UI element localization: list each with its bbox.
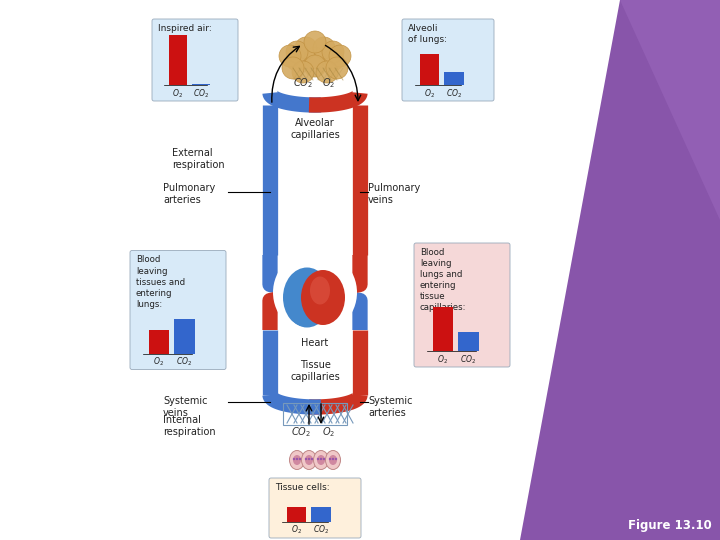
Circle shape (286, 41, 308, 63)
Text: $O_2$: $O_2$ (153, 355, 164, 368)
Ellipse shape (305, 455, 313, 465)
Text: Systemic
veins: Systemic veins (163, 396, 207, 417)
Circle shape (322, 49, 344, 71)
Text: Alveolar
capillaries: Alveolar capillaries (290, 118, 340, 140)
Text: External
respiration: External respiration (172, 148, 225, 170)
Text: Systemic
arteries: Systemic arteries (368, 396, 413, 417)
Circle shape (313, 37, 335, 59)
Circle shape (293, 458, 295, 460)
Bar (148, 329, 168, 354)
Circle shape (292, 61, 314, 83)
Circle shape (326, 57, 348, 79)
FancyBboxPatch shape (130, 251, 226, 369)
Bar (283, 403, 347, 425)
Text: $CO_2$: $CO_2$ (176, 355, 192, 368)
Bar (287, 507, 306, 522)
Bar (444, 72, 464, 85)
Text: $O_2$: $O_2$ (437, 353, 448, 366)
Circle shape (273, 251, 357, 334)
Text: $CO_2$: $CO_2$ (446, 87, 462, 99)
Ellipse shape (325, 450, 341, 469)
Circle shape (322, 41, 344, 63)
Text: $O_2$: $O_2$ (291, 524, 302, 537)
Text: $O_2$: $O_2$ (323, 425, 336, 439)
Text: Blood
leaving
lungs and
entering
tissue
capillaries:: Blood leaving lungs and entering tissue … (420, 248, 467, 313)
Ellipse shape (289, 450, 305, 469)
Circle shape (304, 31, 326, 53)
Circle shape (286, 49, 308, 71)
Ellipse shape (317, 455, 325, 465)
Circle shape (323, 458, 325, 460)
Circle shape (335, 458, 337, 460)
Circle shape (305, 458, 307, 460)
Text: Tissue cells:: Tissue cells: (275, 483, 330, 492)
Ellipse shape (302, 450, 317, 469)
Circle shape (329, 458, 331, 460)
Circle shape (316, 61, 338, 83)
Bar (433, 307, 453, 351)
Circle shape (332, 458, 334, 460)
Text: $CO_2$: $CO_2$ (193, 87, 209, 99)
Circle shape (282, 57, 304, 79)
Circle shape (296, 458, 298, 460)
Ellipse shape (283, 267, 331, 327)
Ellipse shape (313, 450, 328, 469)
Text: Alveoli
of lungs:: Alveoli of lungs: (408, 24, 447, 44)
FancyBboxPatch shape (414, 243, 510, 367)
Text: $CO_2$: $CO_2$ (291, 425, 311, 439)
Polygon shape (520, 0, 720, 540)
Text: Pulmonary
arteries: Pulmonary arteries (163, 183, 215, 205)
FancyBboxPatch shape (402, 19, 494, 101)
FancyBboxPatch shape (269, 478, 361, 538)
Text: $O_2$: $O_2$ (424, 87, 435, 99)
Circle shape (329, 45, 351, 67)
Circle shape (308, 458, 310, 460)
Ellipse shape (293, 455, 301, 465)
FancyBboxPatch shape (152, 19, 238, 101)
Bar (174, 319, 194, 354)
Polygon shape (620, 0, 720, 220)
Text: $O_2$: $O_2$ (172, 87, 183, 99)
Circle shape (311, 458, 313, 460)
Bar (312, 507, 330, 522)
Text: Figure 13.10: Figure 13.10 (629, 519, 712, 532)
Text: Heart: Heart (302, 338, 328, 348)
Circle shape (304, 55, 326, 77)
Ellipse shape (310, 276, 330, 305)
Bar (168, 35, 186, 85)
Text: Inspired air:: Inspired air: (158, 24, 212, 33)
Ellipse shape (301, 270, 345, 325)
Ellipse shape (329, 455, 337, 465)
Text: Pulmonary
veins: Pulmonary veins (368, 183, 420, 205)
Text: Tissue
capillaries: Tissue capillaries (290, 360, 340, 382)
Bar (459, 332, 479, 351)
Text: $CO_2$: $CO_2$ (460, 353, 477, 366)
Circle shape (317, 458, 319, 460)
Text: Blood
leaving
tissues and
entering
lungs:: Blood leaving tissues and entering lungs… (136, 255, 185, 309)
Circle shape (295, 37, 317, 59)
Text: $CO_2$: $CO_2$ (313, 524, 329, 537)
Bar (420, 54, 439, 85)
Circle shape (320, 458, 323, 460)
Text: $CO_2$: $CO_2$ (293, 76, 313, 90)
Circle shape (299, 458, 301, 460)
Circle shape (304, 47, 326, 69)
Text: Internal
respiration: Internal respiration (163, 415, 215, 437)
Text: $O_2$: $O_2$ (323, 76, 336, 90)
Circle shape (279, 45, 301, 67)
